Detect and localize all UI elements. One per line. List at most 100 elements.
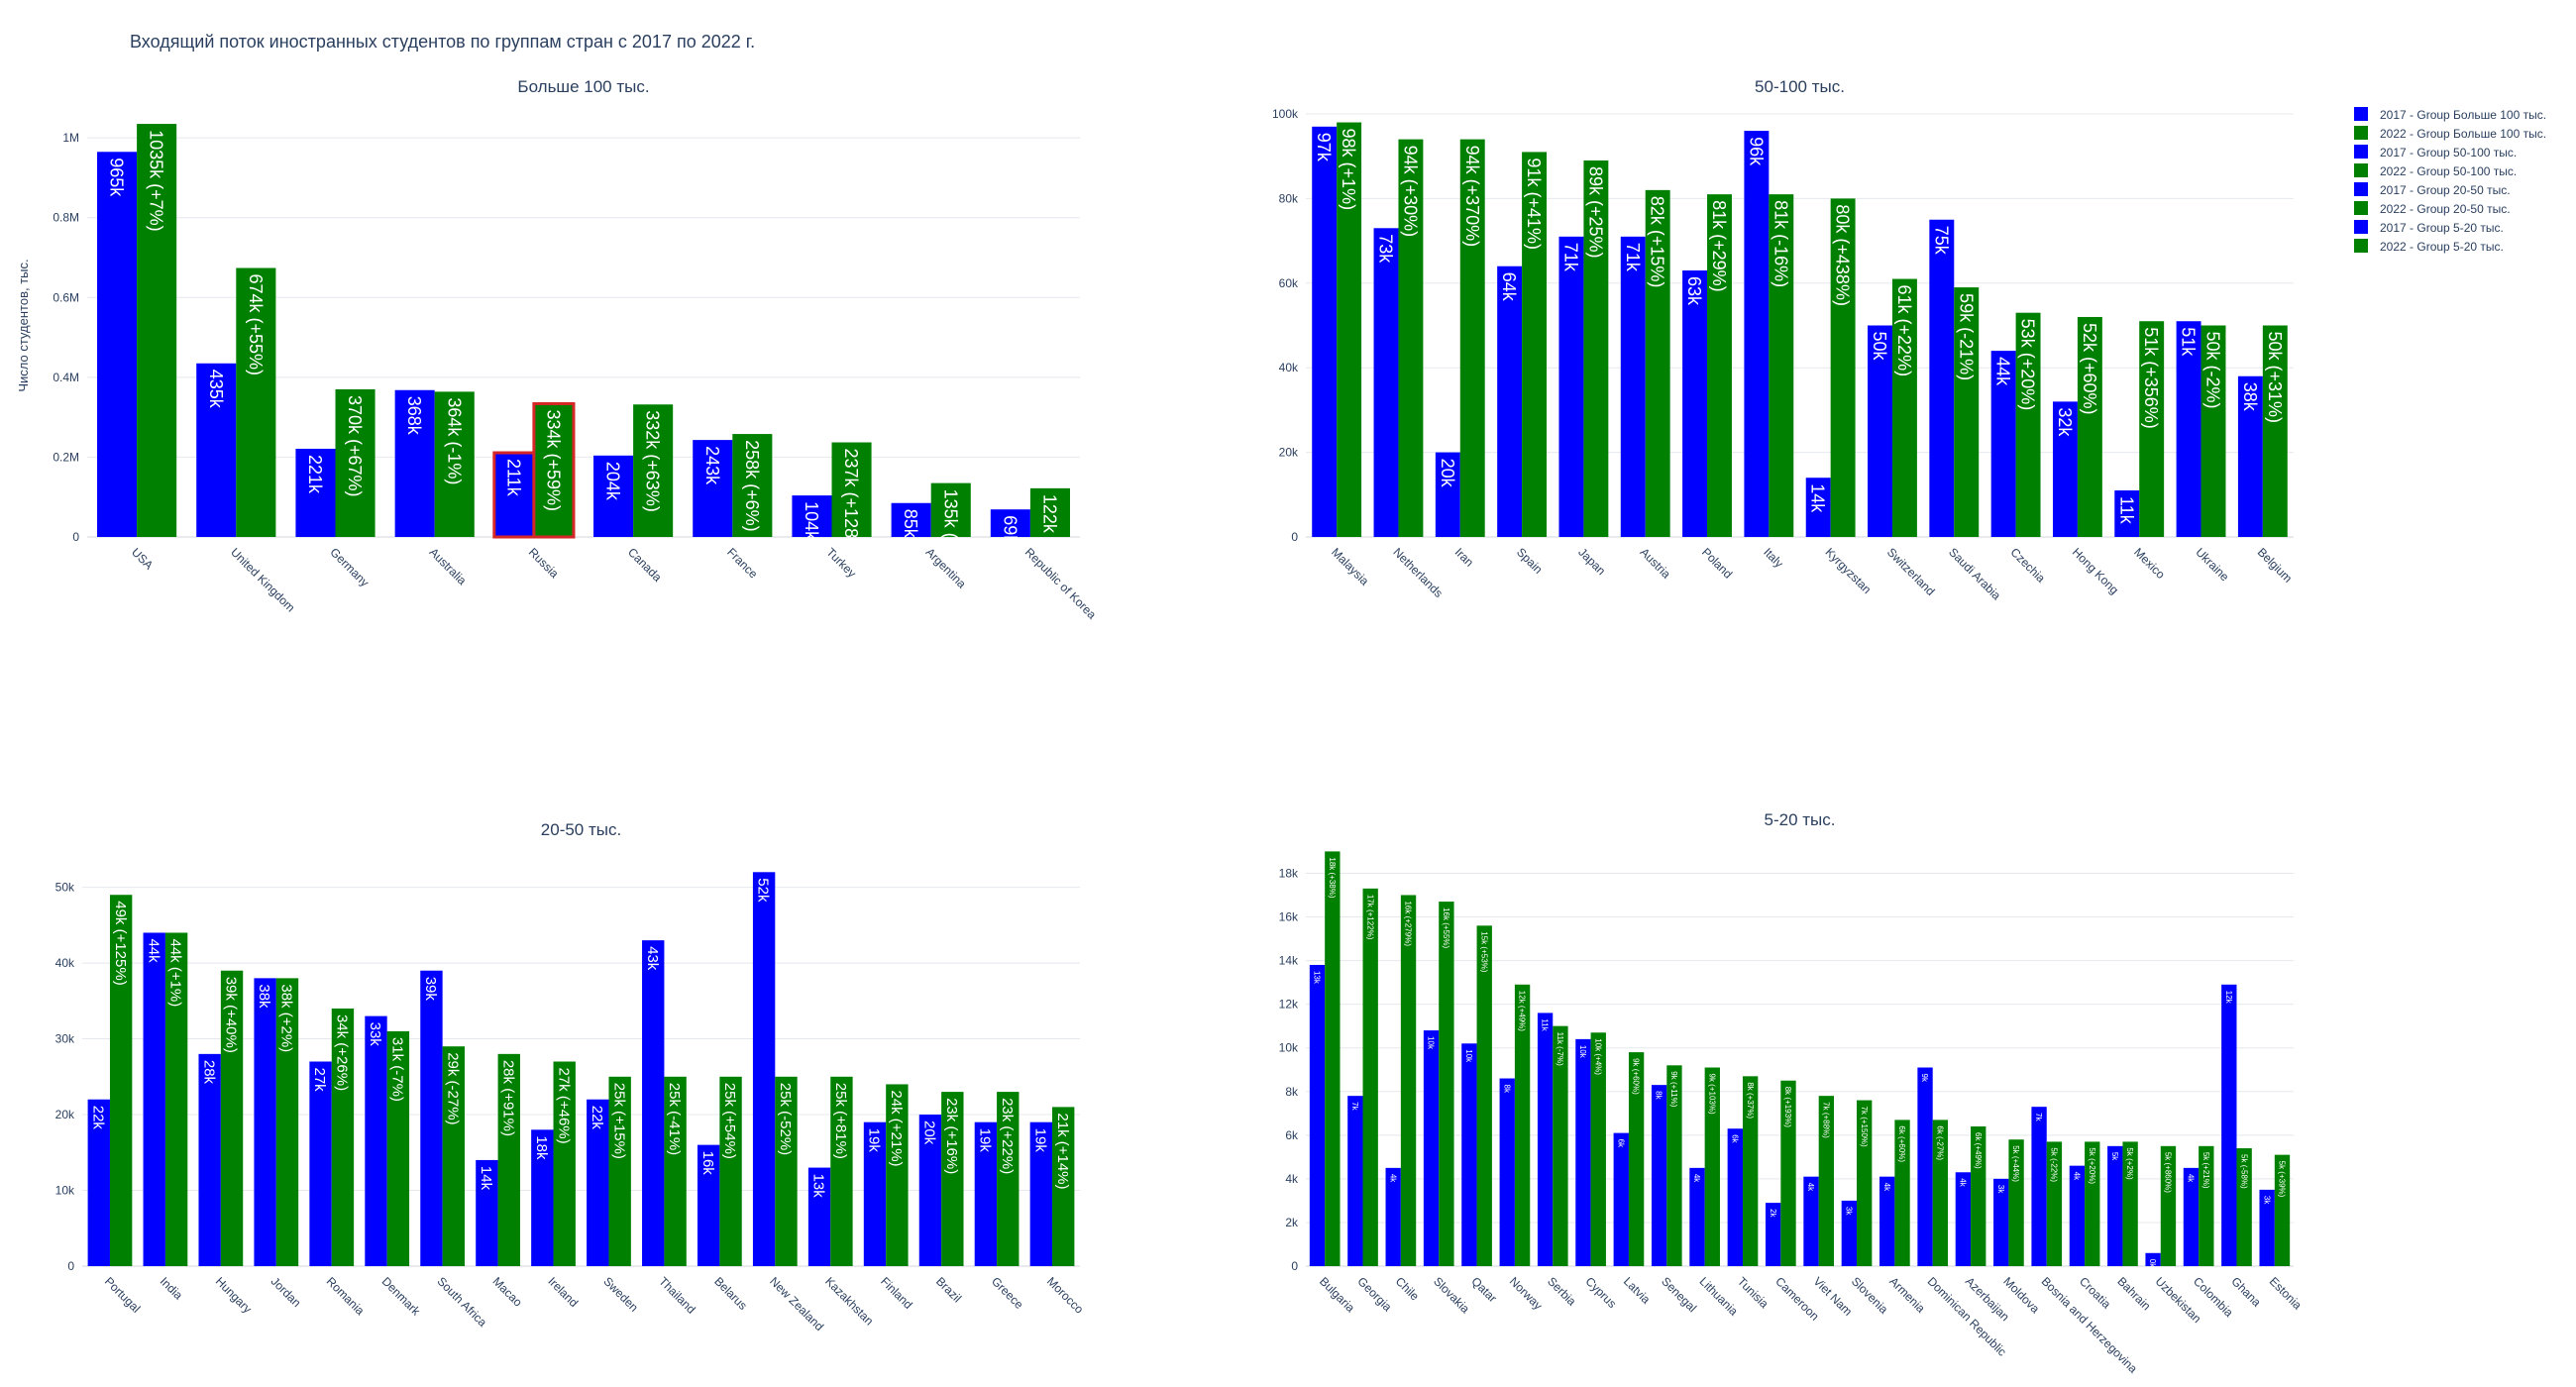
bar-2022[interactable]: [164, 932, 188, 1266]
bar-2017[interactable]: [196, 363, 237, 537]
bar-2017[interactable]: [1423, 1030, 1440, 1266]
bar-2017[interactable]: [1435, 452, 1460, 537]
bar-2022[interactable]: [1583, 160, 1609, 537]
bar-2022[interactable]: [2139, 321, 2165, 537]
bar-2017[interactable]: [807, 1167, 831, 1266]
bar-2017[interactable]: [1805, 478, 1831, 537]
bar-2017[interactable]: [2237, 375, 2263, 537]
bar-2022[interactable]: [2160, 1145, 2177, 1266]
legend-item[interactable]: 2017 - Group 50-100 тыс.: [2354, 145, 2517, 160]
bar-2017[interactable]: [2259, 1189, 2275, 1266]
bar-2017[interactable]: [1537, 1013, 1554, 1266]
bar-2017[interactable]: [198, 1053, 221, 1266]
legend-item[interactable]: 2017 - Group 5-20 тыс.: [2354, 220, 2504, 235]
bar-2022[interactable]: [2008, 1139, 2024, 1266]
bar-2022[interactable]: [2085, 1141, 2100, 1266]
bar-2017[interactable]: [1868, 325, 1892, 538]
bar-2017[interactable]: [1347, 1096, 1363, 1266]
bar-2022[interactable]: [2046, 1141, 2063, 1266]
bar-2017[interactable]: [87, 1099, 110, 1266]
bar-2017[interactable]: [2221, 984, 2237, 1266]
bar-2022[interactable]: [1971, 1126, 1986, 1266]
bar-2022[interactable]: [2274, 1154, 2291, 1266]
bar-2022[interactable]: [497, 1053, 520, 1266]
bar-2017[interactable]: [1575, 1038, 1591, 1266]
bar-2022[interactable]: [1553, 1025, 1568, 1266]
bar-2022[interactable]: [137, 124, 177, 538]
bar-2017[interactable]: [697, 1144, 720, 1266]
bar-2022[interactable]: [1052, 1107, 1075, 1266]
bar-2022[interactable]: [1398, 139, 1424, 537]
bar-2017[interactable]: [1613, 1132, 1629, 1266]
bar-2022[interactable]: [1522, 152, 1548, 537]
bar-2022[interactable]: [2236, 1148, 2252, 1266]
bar-2022[interactable]: [434, 391, 475, 537]
bar-2017[interactable]: [531, 1129, 554, 1266]
bar-2017[interactable]: [254, 978, 276, 1266]
bar-2017[interactable]: [587, 1099, 609, 1266]
bar-2017[interactable]: [1620, 236, 1646, 537]
bar-2022[interactable]: [1514, 984, 1531, 1266]
bar-2017[interactable]: [1841, 1200, 1858, 1266]
legend-item[interactable]: 2022 - Group 50-100 тыс.: [2354, 163, 2517, 178]
bar-2022[interactable]: [1362, 888, 1378, 1266]
bar-2017[interactable]: [1651, 1085, 1667, 1266]
bar-2022[interactable]: [1780, 1080, 1796, 1266]
bar-2017[interactable]: [974, 1121, 998, 1266]
bar-2022[interactable]: [220, 970, 244, 1266]
bar-2017[interactable]: [863, 1121, 887, 1266]
bar-2022[interactable]: [335, 388, 376, 537]
bar-2017[interactable]: [309, 1061, 332, 1267]
bar-2022[interactable]: [2077, 316, 2102, 537]
bar-2022[interactable]: [532, 401, 576, 539]
bar-2022[interactable]: [1857, 1100, 1873, 1266]
bar-2022[interactable]: [886, 1084, 909, 1266]
bar-2017[interactable]: [143, 932, 165, 1266]
bar-2022[interactable]: [830, 1076, 853, 1266]
bar-2017[interactable]: [1917, 1067, 1933, 1266]
bar-2022[interactable]: [997, 1092, 1020, 1266]
bar-2022[interactable]: [1742, 1076, 1759, 1266]
bar-2022[interactable]: [2199, 1145, 2214, 1266]
bar-2017[interactable]: [918, 1115, 942, 1266]
bar-2022[interactable]: [1029, 487, 1070, 537]
bar-2022[interactable]: [1932, 1120, 1949, 1266]
bar-2022[interactable]: [1400, 895, 1417, 1266]
bar-2022[interactable]: [1628, 1052, 1645, 1266]
bar-2022[interactable]: [275, 978, 299, 1266]
bar-2017[interactable]: [1373, 228, 1399, 538]
bar-2022[interactable]: [2122, 1141, 2138, 1266]
bar-2022[interactable]: [1769, 194, 1794, 537]
bar-2017[interactable]: [1929, 219, 1955, 537]
bar-2022[interactable]: [732, 434, 773, 537]
bar-2022[interactable]: [633, 404, 674, 537]
bar-2022[interactable]: [1891, 278, 1917, 537]
bar-2022[interactable]: [1459, 139, 1485, 537]
bar-2017[interactable]: [891, 502, 931, 537]
bar-2022[interactable]: [386, 1030, 410, 1266]
bar-2022[interactable]: [1707, 194, 1732, 537]
bar-2017[interactable]: [394, 389, 435, 537]
bar-2022[interactable]: [2015, 312, 2041, 537]
bar-2017[interactable]: [1990, 351, 2016, 537]
legend-item[interactable]: 2022 - Group 20-50 тыс.: [2354, 201, 2511, 216]
bar-2017[interactable]: [752, 872, 776, 1266]
bar-2022[interactable]: [941, 1092, 964, 1266]
bar-2017[interactable]: [1309, 964, 1326, 1266]
bar-2022[interactable]: [1476, 925, 1492, 1266]
bar-2017[interactable]: [2052, 401, 2078, 537]
bar-2017[interactable]: [2114, 490, 2140, 537]
bar-2022[interactable]: [930, 482, 971, 537]
bar-2017[interactable]: [1803, 1176, 1819, 1266]
bar-2017[interactable]: [1029, 1121, 1053, 1266]
bar-2017[interactable]: [2031, 1107, 2047, 1266]
bar-2017[interactable]: [1461, 1043, 1477, 1266]
bar-2022[interactable]: [1439, 902, 1454, 1266]
bar-2017[interactable]: [2069, 1165, 2086, 1266]
bar-2022[interactable]: [1954, 287, 1980, 537]
legend-item[interactable]: 2022 - Group 5-20 тыс.: [2354, 239, 2504, 254]
bar-2017[interactable]: [693, 440, 733, 537]
bar-2022[interactable]: [1830, 198, 1856, 537]
bar-2022[interactable]: [608, 1076, 631, 1266]
bar-2017[interactable]: [1499, 1078, 1515, 1266]
